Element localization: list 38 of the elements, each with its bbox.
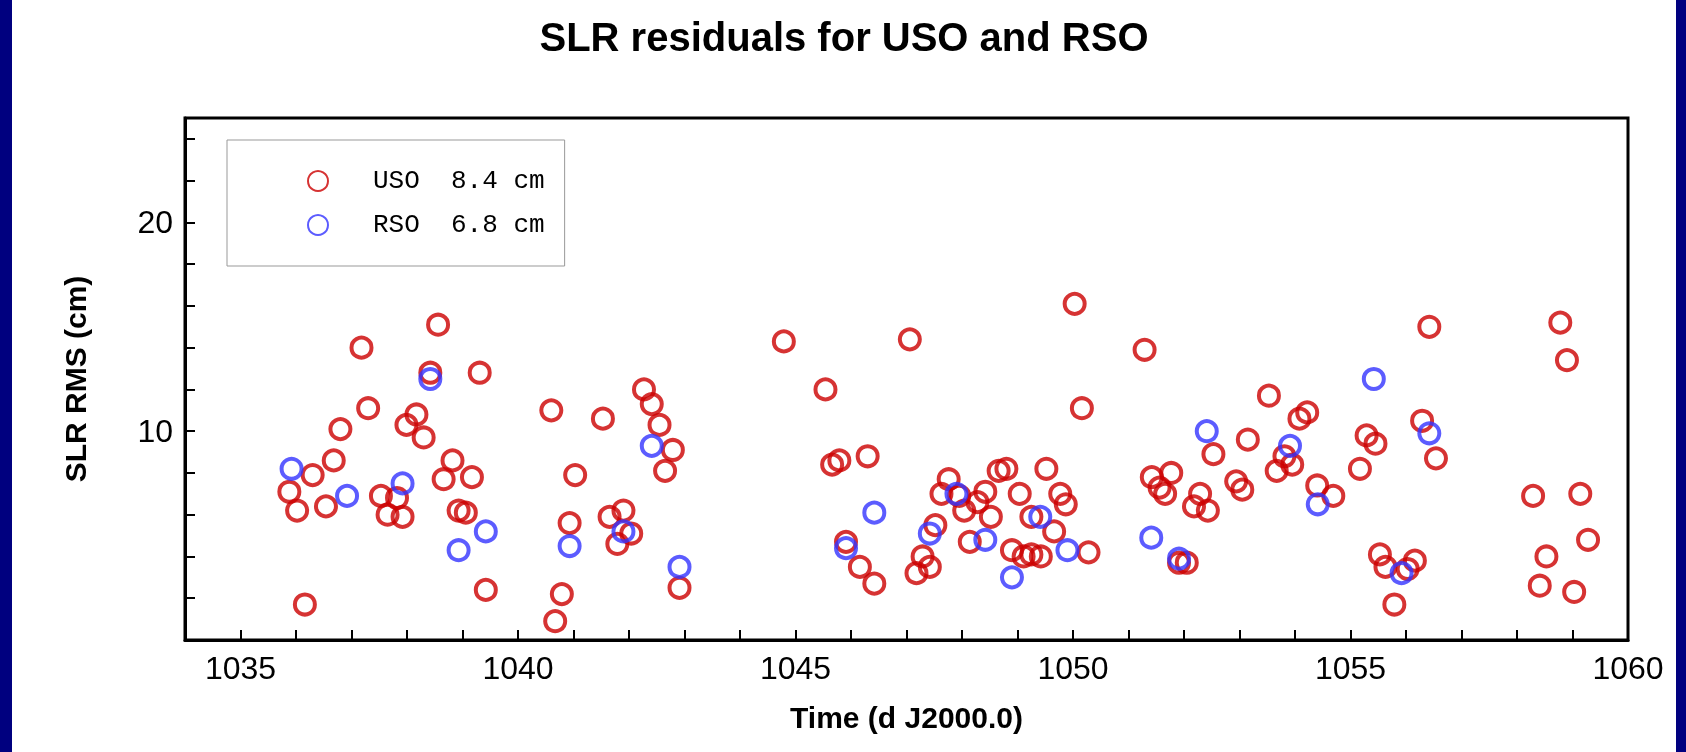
x-tick-label: 1050 <box>1037 650 1109 686</box>
point <box>279 456 304 481</box>
point <box>390 471 415 496</box>
x-tick-label: 1055 <box>1314 650 1387 686</box>
x-axis-title: Time (d J2000.0) <box>790 700 1023 734</box>
point <box>446 538 471 563</box>
point <box>1028 504 1053 529</box>
point <box>1417 421 1442 446</box>
point <box>973 527 998 552</box>
legend-label: RSO 6.8 cm <box>373 210 545 240</box>
point <box>418 367 443 391</box>
point <box>1139 525 1164 550</box>
x-tick-label: 1040 <box>482 650 554 686</box>
point <box>834 536 859 561</box>
point <box>557 534 582 559</box>
x-tick-label: 1045 <box>759 650 832 686</box>
legend-label: USO 8.4 cm <box>373 166 545 196</box>
y-axis-title: SLR RMS (cm) <box>58 275 92 483</box>
point <box>1278 433 1303 458</box>
point <box>1305 492 1330 517</box>
point <box>1055 538 1080 563</box>
point <box>1361 367 1386 391</box>
y-tick-label: 10 <box>137 413 173 450</box>
point <box>667 554 692 579</box>
chart-title: SLR residuals for USO and RSO <box>539 15 1149 59</box>
point <box>639 433 664 458</box>
x-tick-label: 1060 <box>1592 650 1664 686</box>
point <box>611 519 636 544</box>
point <box>862 500 887 525</box>
point <box>1389 561 1414 586</box>
point <box>1167 546 1192 571</box>
y-tick-label: 20 <box>137 204 173 241</box>
point <box>1194 419 1219 444</box>
point <box>335 483 360 508</box>
point <box>999 565 1024 590</box>
point <box>473 519 498 544</box>
point <box>917 521 942 546</box>
x-tick-label: 1035 <box>204 650 277 686</box>
